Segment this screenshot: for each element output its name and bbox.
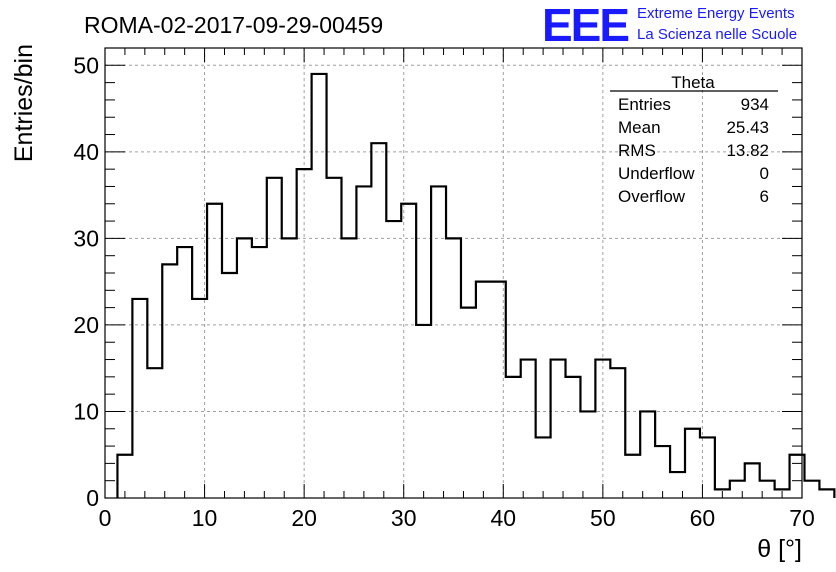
histogram-bin bbox=[804, 481, 819, 498]
histogram-bin bbox=[819, 489, 834, 498]
y-tick-label: 20 bbox=[73, 312, 99, 338]
histogram-bin bbox=[566, 377, 581, 498]
histogram-bin bbox=[446, 238, 461, 498]
x-tick-label: 20 bbox=[291, 505, 317, 531]
stats-label: Mean bbox=[618, 118, 661, 137]
histogram-bin bbox=[162, 264, 177, 498]
plot-frame bbox=[104, 47, 803, 499]
chart-title: ROMA-02-2017-09-29-00459 bbox=[84, 12, 383, 38]
histogram-bin bbox=[521, 360, 536, 498]
histogram-bin bbox=[551, 360, 566, 498]
histogram-bin bbox=[476, 282, 491, 498]
histogram-bin bbox=[655, 446, 670, 498]
x-tick-label: 60 bbox=[690, 505, 716, 531]
grid-lines bbox=[105, 48, 802, 498]
histogram-bin bbox=[386, 221, 401, 498]
x-tick-label: 10 bbox=[192, 505, 218, 531]
histogram-bin bbox=[312, 74, 327, 498]
histogram-bin bbox=[431, 186, 446, 498]
axis-ticks bbox=[104, 47, 803, 499]
histogram-bin bbox=[267, 178, 282, 498]
y-axis-label: Entries/bin bbox=[10, 44, 38, 162]
histogram-bin bbox=[371, 143, 386, 498]
histogram-bin bbox=[356, 186, 371, 498]
stats-label: Underflow bbox=[618, 164, 695, 183]
histogram-bin bbox=[625, 455, 640, 498]
histogram-bin bbox=[640, 411, 655, 498]
stats-box: Theta Entries 934 Mean 25.43 RMS 13.82 U… bbox=[610, 73, 778, 206]
y-tick-label: 10 bbox=[73, 398, 99, 424]
histogram-bin bbox=[327, 178, 342, 498]
x-tick-label: 40 bbox=[490, 505, 516, 531]
stats-label: Overflow bbox=[618, 187, 686, 206]
histogram-bin bbox=[536, 437, 551, 498]
histogram-series bbox=[116, 72, 836, 498]
histogram-bin bbox=[610, 368, 625, 498]
histogram-bin bbox=[282, 238, 297, 498]
x-tick-label: 0 bbox=[99, 505, 112, 531]
x-tick-label: 30 bbox=[391, 505, 417, 531]
histogram-bin bbox=[506, 377, 521, 498]
histogram-outline bbox=[116, 72, 836, 498]
histogram-bin bbox=[177, 247, 192, 498]
y-tick-label: 30 bbox=[73, 225, 99, 251]
y-tick-label: 50 bbox=[73, 52, 99, 78]
logo-line-2: La Scienza nelle Scuole bbox=[637, 26, 797, 43]
stats-value: 25.43 bbox=[726, 118, 769, 137]
histogram-bin bbox=[252, 247, 267, 498]
histogram-bin bbox=[222, 273, 237, 498]
histogram-bin bbox=[147, 368, 162, 498]
histogram-bin bbox=[580, 411, 595, 498]
histogram-bin bbox=[207, 204, 222, 498]
histogram-bin bbox=[237, 238, 252, 498]
stats-value: 13.82 bbox=[726, 141, 769, 160]
stats-label: Entries bbox=[618, 95, 671, 114]
histogram-bin bbox=[132, 299, 147, 498]
y-tick-label: 40 bbox=[73, 139, 99, 165]
histogram-bin bbox=[745, 463, 760, 498]
x-tick-label: 50 bbox=[590, 505, 616, 531]
x-axis-label: θ [°] bbox=[757, 535, 802, 563]
stats-title: Theta bbox=[671, 73, 715, 92]
histogram-bin bbox=[461, 308, 476, 498]
stats-value: 0 bbox=[760, 164, 769, 183]
stats-value: 6 bbox=[760, 187, 769, 206]
x-tick-label: 70 bbox=[789, 505, 815, 531]
logo-line-1: Extreme Energy Events bbox=[637, 5, 795, 22]
stats-label: RMS bbox=[618, 141, 656, 160]
eee-logo-mark: EEE bbox=[542, 0, 628, 51]
histogram-bin bbox=[341, 238, 356, 498]
y-tick-label: 0 bbox=[86, 485, 99, 511]
histogram-bin bbox=[685, 429, 700, 498]
stats-value: 934 bbox=[741, 95, 769, 114]
